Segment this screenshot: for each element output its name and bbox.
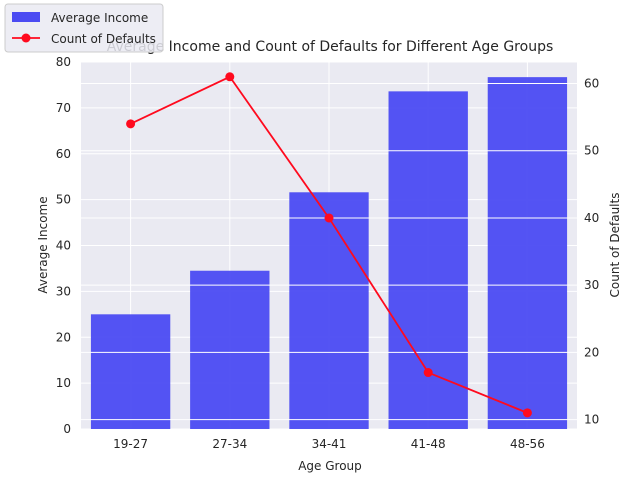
line-point	[324, 213, 334, 223]
y2-tick-label: 40	[584, 211, 599, 225]
x-tick-label: 19-27	[113, 437, 148, 451]
y-tick-label: 60	[56, 147, 71, 161]
x-tick-label: 41-48	[411, 437, 446, 451]
y2-tick-labels: 10 20 30 40 50 60	[584, 77, 599, 427]
x-tick-label: 34-41	[312, 437, 347, 451]
y2-tick-label: 30	[584, 278, 599, 292]
legend-label-income: Average Income	[51, 11, 148, 25]
y-tick-label: 0	[63, 422, 71, 436]
legend-frame	[4, 3, 164, 53]
y2-tick-label: 60	[584, 77, 599, 91]
legend: Average Income Count of Defaults	[4, 3, 164, 53]
y-tick-label: 10	[56, 376, 71, 390]
legend-swatch-bar	[12, 12, 40, 22]
line-series	[126, 72, 532, 418]
y-tick-label: 70	[56, 101, 71, 115]
bar	[388, 91, 468, 430]
legend-swatch-marker	[21, 33, 31, 43]
line-point	[522, 408, 532, 418]
chart-title: Average Income and Count of Defaults for…	[107, 39, 554, 55]
line-point	[225, 72, 235, 82]
y-tick-label: 40	[56, 239, 71, 253]
legend-label-defaults: Count of Defaults	[51, 32, 156, 46]
bar	[190, 270, 270, 429]
y2-axis-label: Count of Defaults	[608, 193, 622, 298]
y-tick-label: 30	[56, 284, 71, 298]
bar	[90, 314, 171, 429]
x-tick-label: 48-56	[510, 437, 545, 451]
y2-tick-label: 20	[584, 345, 599, 359]
x-tick-label: 27-34	[212, 437, 247, 451]
y-tick-labels: 0 10 20 30 40 50 60 70 80	[56, 55, 71, 436]
x-axis-label: Age Group	[298, 459, 362, 473]
line-point	[126, 119, 136, 129]
y-tick-label: 50	[56, 193, 71, 207]
y2-tick-label: 10	[584, 413, 599, 427]
y2-tick-label: 50	[584, 144, 599, 158]
y-tick-label: 80	[56, 55, 71, 69]
x-tick-labels: 19-27 27-34 34-41 41-48 48-56	[113, 437, 545, 451]
y-axis-label: Average Income	[36, 196, 50, 293]
line-point	[423, 368, 433, 378]
bar-series	[81, 77, 577, 430]
y-tick-label: 20	[56, 330, 71, 344]
bar	[289, 192, 369, 429]
bar	[487, 77, 568, 430]
